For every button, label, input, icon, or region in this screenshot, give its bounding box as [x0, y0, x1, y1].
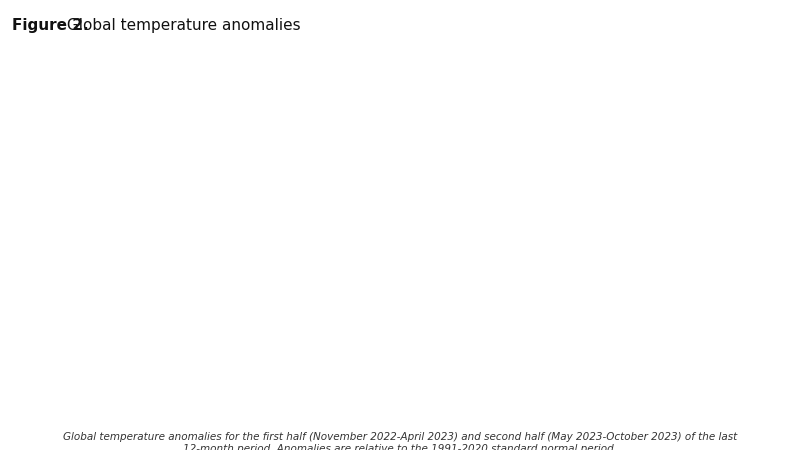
Text: Figure 2.: Figure 2.	[12, 18, 89, 33]
Text: Global temperature anomalies for the first half (November 2022-April 2023) and s: Global temperature anomalies for the fir…	[63, 432, 737, 450]
Text: Global temperature anomalies: Global temperature anomalies	[62, 18, 300, 33]
